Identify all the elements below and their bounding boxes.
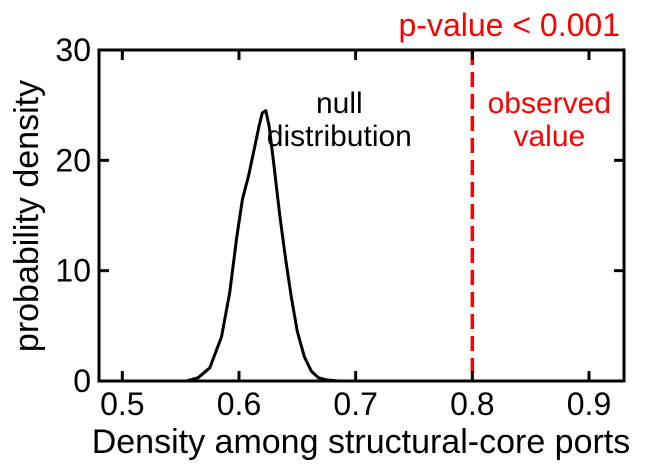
- y-tick-label: 0: [73, 363, 91, 399]
- x-tick-label: 0.5: [100, 386, 144, 422]
- x-tick-label: 0.6: [217, 386, 261, 422]
- x-axis-label: Density among structural-core ports: [92, 423, 631, 461]
- x-tick-label: 0.9: [567, 386, 611, 422]
- x-tick-label: 0.7: [333, 386, 377, 422]
- density-curve-0: [185, 109, 352, 383]
- annotation-1-line-1: value: [513, 120, 585, 153]
- y-tick-label: 30: [55, 32, 91, 68]
- y-axis-label: probability density: [8, 80, 46, 352]
- y-tick-label: 10: [55, 253, 91, 289]
- annotation-0-line-0: null: [316, 87, 363, 120]
- y-tick-label: 20: [55, 142, 91, 178]
- axes-frame: [97, 48, 626, 383]
- annotation-0-line-1: distribution: [267, 120, 412, 153]
- p-value-annotation: p-value < 0.001: [399, 7, 621, 43]
- x-tick-label: 0.8: [450, 386, 494, 422]
- annotation-1-line-0: observed: [488, 87, 611, 120]
